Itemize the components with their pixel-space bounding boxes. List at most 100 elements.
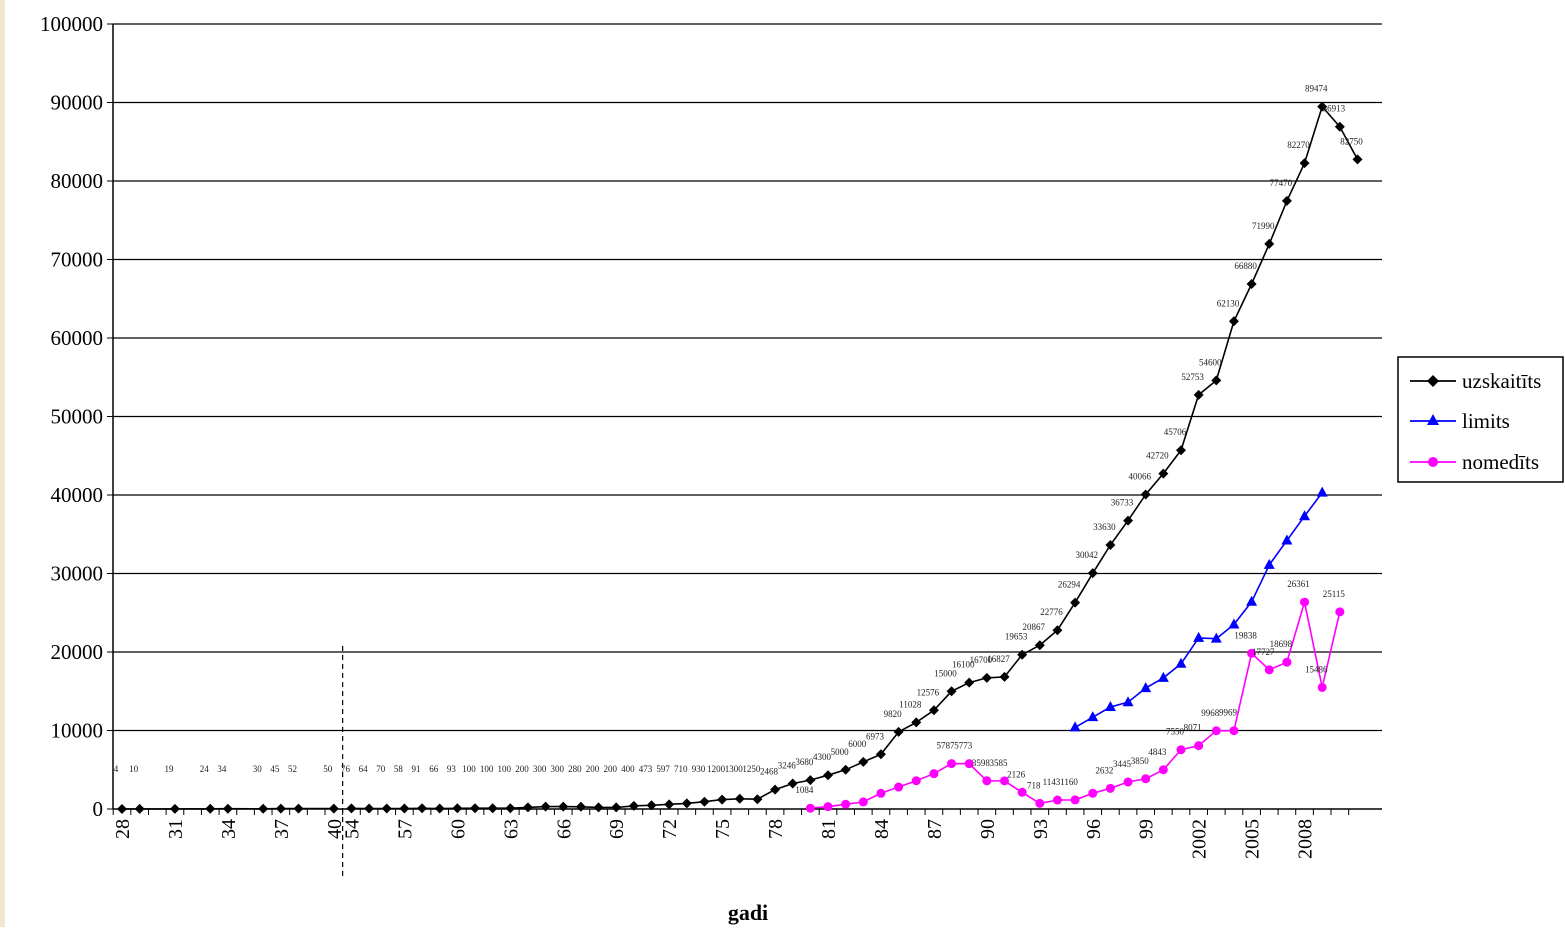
data-label: 8071 xyxy=(1184,723,1202,733)
data-point-triangle xyxy=(1140,682,1151,692)
data-label: 12576 xyxy=(917,687,940,697)
data-label: 100 xyxy=(480,764,494,774)
data-label: 82270 xyxy=(1287,140,1310,150)
data-point-triangle xyxy=(1123,696,1134,706)
x-tick-label: 37 xyxy=(271,819,293,839)
data-point-circle xyxy=(1088,789,1097,798)
y-tick-label: 0 xyxy=(93,797,104,821)
data-label: 6000 xyxy=(848,739,867,749)
data-point-circle xyxy=(1053,796,1062,805)
data-label: 1300 xyxy=(725,764,744,774)
data-label: 33630 xyxy=(1093,522,1116,532)
data-point-circle xyxy=(841,800,850,809)
data-point-circle xyxy=(1318,683,1327,692)
data-label: 19838 xyxy=(1234,630,1257,640)
data-label: 30042 xyxy=(1076,550,1099,560)
data-point-triangle xyxy=(1246,596,1257,606)
data-label: 7550 xyxy=(1166,727,1185,737)
data-point-diamond xyxy=(841,765,851,775)
data-point-circle xyxy=(1071,795,1080,804)
data-label: 4843 xyxy=(1148,747,1167,757)
data-point-circle xyxy=(982,776,991,785)
data-point-circle xyxy=(1124,777,1133,786)
x-tick-label: 99 xyxy=(1136,819,1158,839)
data-label: 1160 xyxy=(1060,777,1078,787)
data-point-diamond xyxy=(523,802,533,812)
data-label: 597 xyxy=(656,764,670,774)
data-label: 4 xyxy=(114,764,119,774)
data-point-circle xyxy=(1035,799,1044,808)
data-label: 300 xyxy=(533,764,547,774)
data-point-diamond xyxy=(699,797,709,807)
y-tick-label: 80000 xyxy=(51,169,104,193)
data-point-diamond xyxy=(982,673,992,683)
data-label: 9820 xyxy=(884,709,903,719)
legend-label-nomedits: nomedīts xyxy=(1462,450,1539,474)
data-label: 3246 xyxy=(778,761,797,771)
data-label: 11028 xyxy=(899,699,922,709)
data-point-diamond xyxy=(346,803,356,813)
data-point-circle xyxy=(1159,765,1168,774)
data-label: 36733 xyxy=(1111,498,1134,508)
data-point-circle xyxy=(1335,607,1344,616)
data-label: 18698 xyxy=(1270,639,1293,649)
data-point-circle xyxy=(894,783,903,792)
data-label: 15000 xyxy=(934,668,957,678)
data-label: 86913 xyxy=(1323,104,1346,114)
data-label: 4300 xyxy=(813,752,832,762)
data-point-diamond xyxy=(1282,196,1292,206)
data-label: 19 xyxy=(164,764,174,774)
data-point-diamond xyxy=(682,798,692,808)
data-point-circle xyxy=(1141,774,1150,783)
data-label: 100 xyxy=(462,764,476,774)
data-point-circle xyxy=(1265,665,1274,674)
data-point-diamond xyxy=(558,802,568,812)
data-label: 3585 xyxy=(990,758,1009,768)
data-label: 26294 xyxy=(1058,580,1081,590)
data-label: 1200 xyxy=(707,764,726,774)
x-tick-label: 54 xyxy=(341,819,363,839)
x-tick-label: 78 xyxy=(765,819,787,839)
x-tick-label: 28 xyxy=(112,819,134,839)
data-point-diamond xyxy=(770,785,780,795)
data-label: 280 xyxy=(568,764,582,774)
y-tick-label: 10000 xyxy=(51,719,104,743)
data-label: 77470 xyxy=(1270,178,1293,188)
data-label: 82750 xyxy=(1340,136,1363,146)
x-tick-label: 31 xyxy=(165,819,187,839)
data-point-diamond xyxy=(1300,158,1310,168)
x-tick-label: 84 xyxy=(871,819,893,839)
data-point-triangle xyxy=(1193,632,1204,642)
x-tick-label: 2005 xyxy=(1242,819,1264,859)
legend: uzskaitīts limits nomedīts xyxy=(1398,357,1563,482)
data-point-diamond xyxy=(294,804,304,814)
data-label: 930 xyxy=(692,764,706,774)
y-tick-label: 50000 xyxy=(51,405,104,429)
data-point-circle xyxy=(947,759,956,768)
data-point-diamond xyxy=(541,802,551,812)
data-label: 6973 xyxy=(866,731,885,741)
data-point-triangle xyxy=(1211,633,1222,643)
data-label: 3850 xyxy=(1131,756,1150,766)
data-label: 52 xyxy=(288,764,297,774)
data-label: 26361 xyxy=(1287,579,1310,589)
data-label: 2126 xyxy=(1007,769,1026,779)
data-point-diamond xyxy=(823,770,833,780)
data-point-circle xyxy=(1018,788,1027,797)
x-tick-label: 96 xyxy=(1083,819,1105,839)
data-label: 34 xyxy=(217,764,227,774)
y-tick-label: 70000 xyxy=(51,248,104,272)
data-label: 45 xyxy=(270,764,280,774)
y-tick-label: 100000 xyxy=(40,12,103,36)
data-label: 22776 xyxy=(1040,607,1063,617)
data-label: 19653 xyxy=(1005,632,1028,642)
data-label: 200 xyxy=(586,764,600,774)
x-tick-label: 81 xyxy=(818,819,840,839)
y-tick-label: 90000 xyxy=(51,91,104,115)
x-tick-label: 87 xyxy=(924,819,946,839)
data-point-diamond xyxy=(611,802,621,812)
x-tick-label: 2008 xyxy=(1295,819,1317,859)
data-point-diamond xyxy=(329,804,339,814)
data-point-diamond xyxy=(576,802,586,812)
x-tick-label: 93 xyxy=(1030,819,1052,839)
